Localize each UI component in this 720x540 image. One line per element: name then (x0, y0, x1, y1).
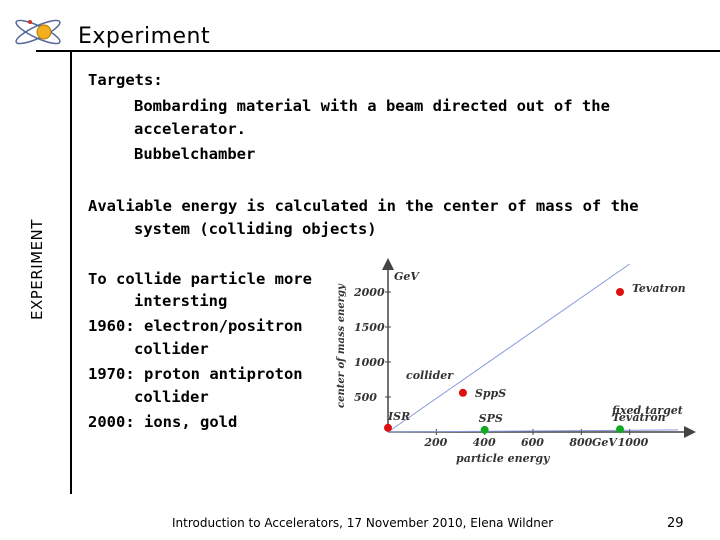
energy-text-1: Avaliable energy is calculated in the ce… (88, 197, 639, 215)
targets-text-1: Bombarding material with a beam directed… (134, 97, 610, 115)
targets-heading: Targets: (88, 71, 163, 89)
cern-logo-icon (15, 19, 61, 45)
y-unit-label: GeV (394, 270, 420, 283)
x-tick-label: 200 (423, 436, 447, 449)
title-divider (36, 50, 720, 52)
side-divider (70, 50, 72, 494)
x-axis-label: particle energy (456, 452, 551, 465)
y-tick-label: 500 (354, 391, 377, 404)
collide-text-2: intersting (134, 292, 228, 310)
x-tick-label: 1000 (618, 436, 649, 449)
y2000-text: 2000: ions, gold (88, 413, 238, 431)
point-label: Tevatron (612, 411, 666, 424)
y1970-text-2: collider (134, 388, 209, 406)
x-unit-label: GeV (592, 436, 618, 449)
y1960-text-2: collider (134, 340, 209, 358)
x-tick-label: 400 (473, 436, 496, 449)
page-number: 29 (667, 516, 684, 531)
data-point (616, 288, 624, 296)
collide-text-1: To collide particle more (88, 270, 312, 288)
collider-label: collider (406, 369, 454, 382)
point-label: Tevatron (632, 282, 686, 295)
x-tick-label: 600 (521, 436, 544, 449)
fixed-target-line (387, 429, 679, 433)
y-tick-label: 2000 (353, 286, 385, 299)
y-axis-label: center of mass energy (336, 283, 347, 408)
section-label: EXPERIMENT (28, 219, 46, 320)
energy-text-2: system (colliding objects) (134, 220, 377, 238)
point-label: SPS (479, 412, 503, 425)
x-tick-label: 800 (569, 436, 592, 449)
y1960-text-1: 1960: electron/positron (88, 317, 303, 335)
energy-chart: 200 400 600 800 1000 500 1000 1500 2000 GeV GeV par… (336, 258, 696, 465)
data-point (384, 423, 392, 432)
chart-points (384, 288, 624, 434)
chart-lines (387, 263, 679, 433)
data-point (480, 425, 489, 434)
point-label: ISR (387, 410, 410, 423)
targets-text-2: accelerator. (134, 120, 246, 138)
targets-text-3: Bubbelchamber (134, 145, 256, 163)
slide-title: Experiment (78, 24, 211, 49)
chart-labels: 200 400 600 800 1000 500 1000 1500 2000 GeV GeV par… (336, 270, 686, 465)
y-tick-label: 1000 (354, 356, 385, 369)
footer-text: Introduction to Accelerators, 17 Novembe… (172, 516, 554, 530)
point-label: SppS (475, 387, 506, 400)
y-tick-label: 1500 (354, 321, 385, 334)
y1970-text-1: 1970: proton antiproton (88, 365, 303, 383)
data-point (458, 388, 467, 397)
data-point (616, 425, 624, 434)
fixed-target-label: fixed target (611, 404, 683, 417)
collider-line (387, 263, 630, 433)
